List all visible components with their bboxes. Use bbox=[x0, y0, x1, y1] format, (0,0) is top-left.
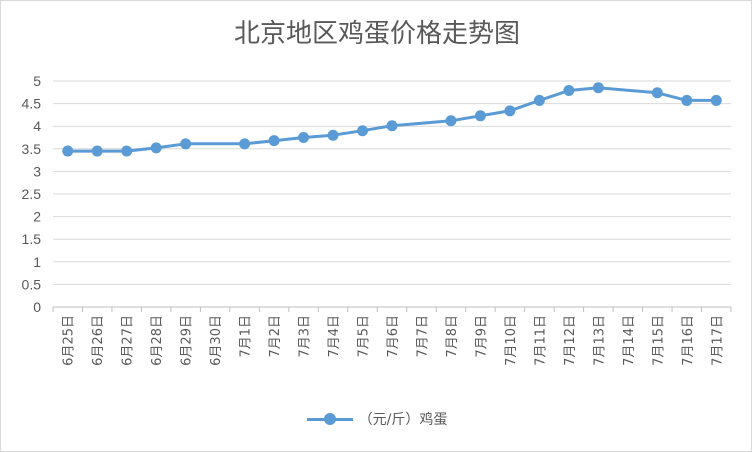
data-point bbox=[533, 94, 545, 106]
data-point bbox=[681, 94, 693, 106]
legend-line-marker-icon bbox=[306, 412, 353, 426]
x-tick-label: 7月9日 bbox=[474, 315, 489, 358]
x-tick-label: 7月13日 bbox=[592, 315, 607, 366]
y-tick-label: 1.5 bbox=[22, 231, 42, 247]
legend-series-label: （元/斤）鸡蛋 bbox=[358, 412, 448, 428]
data-point bbox=[150, 142, 162, 154]
x-tick-label: 6月25日 bbox=[62, 315, 77, 366]
data-point bbox=[563, 84, 575, 96]
x-tick-label: 7月15日 bbox=[651, 315, 666, 366]
x-tick-label: 7月4日 bbox=[327, 315, 342, 358]
data-point bbox=[592, 82, 604, 94]
data-point bbox=[445, 115, 457, 127]
data-point bbox=[504, 105, 516, 117]
data-point bbox=[239, 138, 251, 150]
x-tick-label: 7月6日 bbox=[386, 315, 401, 358]
data-point bbox=[357, 125, 369, 137]
data-point bbox=[121, 145, 133, 157]
y-tick-label: 0 bbox=[33, 299, 41, 315]
data-point bbox=[62, 145, 74, 157]
y-tick-label: 5 bbox=[33, 73, 41, 89]
x-tick-label: 7月7日 bbox=[415, 315, 430, 358]
x-tick-label: 6月30日 bbox=[209, 315, 224, 366]
y-tick-label: 2.5 bbox=[22, 186, 42, 202]
data-point bbox=[651, 87, 663, 99]
data-point bbox=[327, 129, 339, 141]
x-tick-label: 7月17日 bbox=[710, 315, 725, 366]
chart-title: 北京地区鸡蛋价格走势图 bbox=[233, 19, 520, 49]
y-tick-label: 3 bbox=[33, 163, 41, 179]
x-tick-label: 7月2日 bbox=[268, 315, 283, 358]
data-point bbox=[268, 135, 280, 147]
x-tick-label: 7月5日 bbox=[357, 315, 372, 358]
y-tick-label: 3.5 bbox=[22, 141, 42, 157]
x-tick-label: 7月8日 bbox=[445, 315, 460, 358]
x-tick-label: 7月1日 bbox=[239, 315, 254, 358]
data-point bbox=[710, 94, 722, 106]
x-tick-label: 7月14日 bbox=[622, 315, 637, 366]
x-tick-label: 7月12日 bbox=[563, 315, 578, 366]
data-point bbox=[91, 145, 103, 157]
x-tick-label: 7月3日 bbox=[298, 315, 313, 358]
y-tick-label: 1 bbox=[33, 254, 41, 270]
data-point bbox=[474, 110, 486, 122]
y-tick-label: 0.5 bbox=[22, 276, 42, 292]
y-tick-label: 4 bbox=[33, 118, 41, 134]
data-point bbox=[386, 120, 398, 132]
series-line bbox=[67, 86, 717, 153]
data-point bbox=[298, 132, 310, 143]
x-tick-label: 7月16日 bbox=[681, 315, 696, 366]
x-tick-label: 6月27日 bbox=[121, 315, 136, 366]
x-tick-label: 6月29日 bbox=[180, 315, 195, 366]
x-tick-label: 7月10日 bbox=[504, 315, 519, 366]
data-point bbox=[180, 138, 192, 150]
x-tick-label: 6月26日 bbox=[91, 315, 106, 366]
y-tick-label: 2 bbox=[33, 209, 41, 225]
x-tick-label: 6月28日 bbox=[150, 315, 165, 366]
x-tick-label: 7月11日 bbox=[533, 315, 548, 366]
y-tick-label: 4.5 bbox=[22, 96, 42, 112]
legend: （元/斤）鸡蛋 bbox=[1, 409, 751, 429]
